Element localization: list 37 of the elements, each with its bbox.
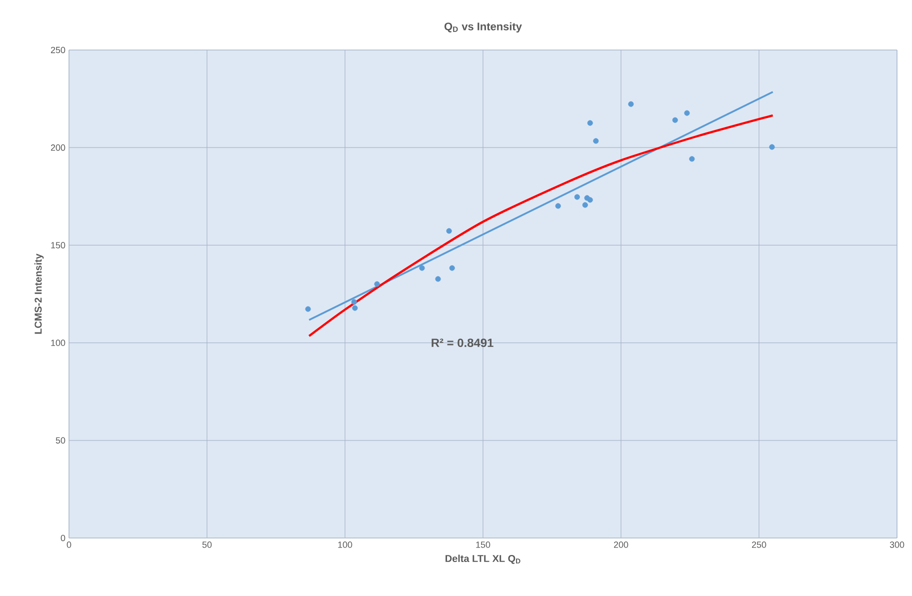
- point: [449, 265, 455, 271]
- line-series: [308, 114, 774, 338]
- x-tick-label: 200: [614, 542, 628, 548]
- point: [628, 101, 634, 107]
- point: [582, 202, 588, 208]
- point: [587, 120, 593, 126]
- x-tick-label: 50: [202, 542, 212, 548]
- point: [435, 276, 441, 282]
- x-tick-label: 300: [890, 542, 904, 548]
- point: [574, 194, 580, 200]
- x-tick-label: 250: [752, 542, 766, 548]
- point: [419, 265, 425, 271]
- point: [352, 305, 358, 311]
- chart-title: Q$_{D}$ vs Intensity: [444, 22, 522, 32]
- y-tick-label: 100: [51, 340, 66, 346]
- y-tick-label: 50: [56, 437, 66, 444]
- x-tick-label: 150: [476, 542, 490, 548]
- point: [351, 299, 357, 305]
- y-tick-label: 250: [50, 46, 66, 54]
- annotation: R² = 0.8491: [432, 338, 494, 348]
- point: [593, 138, 599, 144]
- x-tick-label: 0: [66, 542, 72, 548]
- x-axis-title: Delta LTL XL Q$_{D}$: [446, 554, 520, 564]
- y-tick-label: 150: [51, 242, 66, 248]
- y-tick-label: 0: [60, 534, 66, 542]
- point: [672, 117, 678, 123]
- y-axis-title: LCMS-2 Intensity: [34, 254, 44, 334]
- point: [374, 281, 380, 287]
- point: [689, 156, 695, 162]
- point: [684, 110, 690, 116]
- point: [587, 197, 593, 203]
- point: [305, 306, 311, 312]
- point: [446, 228, 452, 234]
- point: [769, 144, 775, 150]
- point: [555, 203, 561, 209]
- y-tick-label: 200: [50, 144, 66, 151]
- x-tick-label: 100: [338, 542, 352, 548]
